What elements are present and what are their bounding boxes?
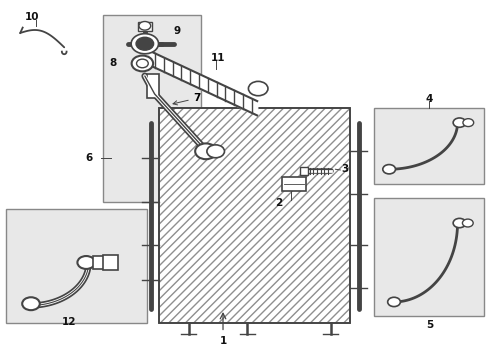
Circle shape (453, 118, 466, 127)
Bar (300, 167, 308, 175)
Circle shape (248, 81, 268, 96)
Text: 6: 6 (85, 153, 92, 163)
Text: 5: 5 (426, 320, 433, 330)
Bar (159, 108, 350, 323)
Circle shape (139, 22, 151, 30)
Bar (5, 209, 147, 323)
Bar (159, 108, 350, 323)
Circle shape (131, 34, 159, 54)
Bar (374, 108, 485, 184)
Bar (138, 22, 152, 31)
Text: 8: 8 (109, 58, 117, 68)
Text: 9: 9 (173, 26, 180, 36)
Circle shape (207, 145, 224, 158)
Text: 3: 3 (342, 164, 349, 174)
Circle shape (22, 297, 40, 310)
Bar (103, 255, 118, 270)
Text: 2: 2 (275, 198, 283, 208)
Circle shape (195, 143, 217, 159)
Bar (282, 177, 306, 191)
Bar (147, 74, 159, 98)
Text: 7: 7 (173, 93, 201, 105)
Circle shape (137, 59, 148, 68)
Text: 4: 4 (426, 94, 433, 104)
Bar (93, 256, 105, 269)
Circle shape (383, 165, 395, 174)
Circle shape (136, 37, 154, 50)
Circle shape (453, 219, 466, 228)
Bar (103, 15, 201, 202)
Text: 11: 11 (211, 53, 225, 63)
Text: 12: 12 (62, 317, 76, 327)
Circle shape (77, 256, 95, 269)
Circle shape (132, 55, 153, 71)
Text: 10: 10 (25, 12, 40, 22)
Circle shape (388, 297, 400, 307)
Circle shape (463, 119, 474, 127)
Circle shape (463, 219, 473, 227)
Text: 1: 1 (220, 336, 227, 346)
Bar (374, 198, 485, 316)
Bar (159, 108, 350, 323)
